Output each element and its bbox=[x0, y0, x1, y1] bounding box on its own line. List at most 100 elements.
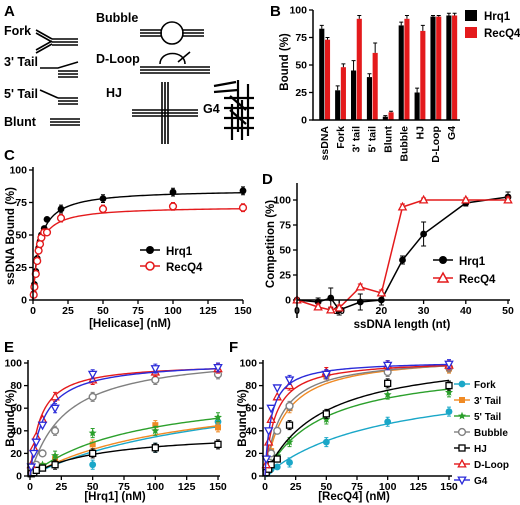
b-errbar-recq4-fork bbox=[341, 63, 346, 68]
f-point-fork-6 bbox=[384, 418, 392, 426]
c-xtick-label-150: 150 bbox=[234, 305, 252, 317]
e-point-3-tail-6 bbox=[152, 422, 159, 429]
b-bar-hrq1-ssdna bbox=[319, 28, 325, 121]
b-errbar-recq4-g4 bbox=[452, 12, 457, 16]
f-point-g4-3 bbox=[272, 384, 283, 394]
b-bar-hrq1-d-loop bbox=[430, 16, 436, 121]
panel-b-label: B bbox=[270, 3, 281, 20]
b-bar-recq4-ssdna bbox=[324, 39, 331, 121]
b-bar-hrq1-hj bbox=[414, 92, 420, 120]
f-point-g4-0 bbox=[261, 455, 272, 465]
c-ylabel: ssDNA Bound (%) bbox=[5, 187, 17, 285]
e-point-bubble-3 bbox=[38, 449, 47, 458]
e-point-hj-3 bbox=[38, 464, 47, 472]
c-point-hrq1-9 bbox=[57, 205, 65, 213]
b-bar-recq4-g4 bbox=[452, 15, 458, 120]
b-legend-hrq1: Hrq1 bbox=[484, 11, 511, 23]
f-point-bubble-3 bbox=[273, 426, 282, 435]
f-ytick-label-40: 40 bbox=[245, 425, 257, 437]
f-legend-marker-hj bbox=[458, 444, 466, 452]
label-5-tail: 5' Tail bbox=[4, 87, 38, 101]
label-hj: HJ bbox=[106, 86, 122, 100]
f-ytick-label-0: 0 bbox=[251, 471, 257, 483]
e-fit-bubble bbox=[29, 370, 219, 477]
c-legend: Hrq1 RecQ4 bbox=[140, 246, 203, 274]
e-ytick-label-100: 100 bbox=[4, 358, 22, 370]
b-errbar-hrq1-5-tail bbox=[367, 73, 372, 78]
f-xtick-label-0: 0 bbox=[262, 481, 268, 493]
d-point-recq4-25 bbox=[397, 201, 408, 211]
diagram-g4 bbox=[213, 80, 254, 140]
c-point-recq4-4 bbox=[34, 246, 43, 255]
label-bubble: Bubble bbox=[96, 11, 138, 25]
panel-b: B Bound (%) 0 25 50 75 100 ssDNA Fork 3' tail 5… bbox=[270, 3, 520, 163]
d-point-recq4-15 bbox=[355, 281, 366, 291]
diagram-3-tail bbox=[40, 61, 79, 78]
b-bar-recq4-bubble bbox=[404, 18, 410, 120]
f-legend-bubble: Bubble bbox=[474, 428, 508, 439]
c-ytick-label-100: 100 bbox=[9, 165, 27, 177]
e-xtick-label-0: 0 bbox=[27, 481, 33, 493]
f-point-hj-4 bbox=[285, 421, 294, 429]
c-ytick-label-50: 50 bbox=[15, 230, 27, 242]
c-xlabel: [Helicase] (nM) bbox=[89, 318, 171, 330]
f-point-g4-4 bbox=[284, 376, 295, 386]
f-legend-5-tail: 5' Tail bbox=[474, 412, 501, 423]
b-bar-recq4-fork bbox=[340, 67, 346, 120]
b-legend-swatch-hrq1 bbox=[465, 10, 477, 21]
panel-c-label: C bbox=[4, 147, 15, 164]
f-point-hj-3 bbox=[273, 455, 281, 463]
c-point-recq4-12 bbox=[238, 203, 248, 212]
e-point-5-tail-7 bbox=[214, 413, 222, 421]
b-bar-hrq1-blunt bbox=[382, 116, 388, 120]
c-point-recq4-8 bbox=[42, 228, 52, 237]
e-fit-hj bbox=[29, 442, 219, 477]
b-xtick-label-g4: G4 bbox=[446, 126, 458, 140]
b-ylabel: Bound (%) bbox=[279, 33, 291, 91]
b-xtick-label-fork: Fork bbox=[335, 126, 347, 149]
b-errbar-hrq1-ssdna bbox=[319, 24, 324, 29]
e-point-hj-6 bbox=[151, 444, 159, 452]
c-point-recq4-10 bbox=[98, 204, 108, 214]
b-x-ticks: ssDNA Fork 3' tail 5' tail Blunt Bubble HJ D-Lo… bbox=[319, 126, 458, 163]
c-ytick-label-75: 75 bbox=[15, 197, 27, 209]
b-bar-recq4-hj bbox=[420, 30, 426, 120]
b-bar-recq4-5-tail bbox=[372, 52, 378, 120]
diagram-bubble bbox=[140, 21, 204, 45]
f-point-g4-7 bbox=[444, 360, 454, 370]
f-plot bbox=[261, 359, 454, 478]
b-bar-hrq1-fork bbox=[335, 90, 341, 120]
f-legend-hj: HJ bbox=[474, 444, 487, 455]
e-ytick-label-20: 20 bbox=[10, 448, 22, 460]
f-legend-fork: Fork bbox=[474, 380, 496, 391]
e-point-3-tail-7 bbox=[215, 424, 221, 431]
b-errbar-recq4-hj bbox=[420, 24, 425, 31]
panel-d: D Competition (%) ssDNA length (nt) 0102… bbox=[262, 171, 514, 331]
diagram-hj bbox=[132, 82, 198, 144]
f-legend-marker-d-loop bbox=[457, 458, 467, 468]
e-point-hj-4 bbox=[51, 461, 59, 469]
f-point-bubble-4 bbox=[285, 401, 294, 411]
e-xtick-label-75: 75 bbox=[118, 481, 130, 493]
d-legend-hrq1: Hrq1 bbox=[459, 256, 486, 268]
b-bar-recq4-blunt bbox=[388, 112, 394, 120]
c-legend-marker-hrq1 bbox=[146, 246, 154, 254]
e-point-3-tail-5 bbox=[89, 441, 96, 448]
e-point-bubble-4 bbox=[50, 426, 60, 435]
d-point-recq4-40 bbox=[461, 194, 471, 204]
e-ticks: 0 25 50 75 100 125 150 0 20 40 60 80 100 bbox=[4, 358, 226, 494]
c-xtick-label-75: 75 bbox=[132, 305, 144, 317]
f-axes bbox=[262, 360, 452, 477]
f-point-g4-2 bbox=[266, 404, 276, 414]
d-xtick-label-30: 30 bbox=[418, 305, 430, 317]
f-ytick-label-20: 20 bbox=[245, 448, 257, 460]
label-fork: Fork bbox=[4, 24, 31, 38]
f-xtick-label-50: 50 bbox=[320, 481, 332, 493]
e-point-bubble-5 bbox=[88, 392, 97, 402]
d-line-recq4 bbox=[296, 199, 508, 311]
diagram-d-loop bbox=[140, 51, 210, 74]
c-legend-recq4: RecQ4 bbox=[166, 262, 203, 274]
b-axes bbox=[312, 10, 460, 121]
b-legend-swatch-recq4 bbox=[465, 27, 477, 38]
